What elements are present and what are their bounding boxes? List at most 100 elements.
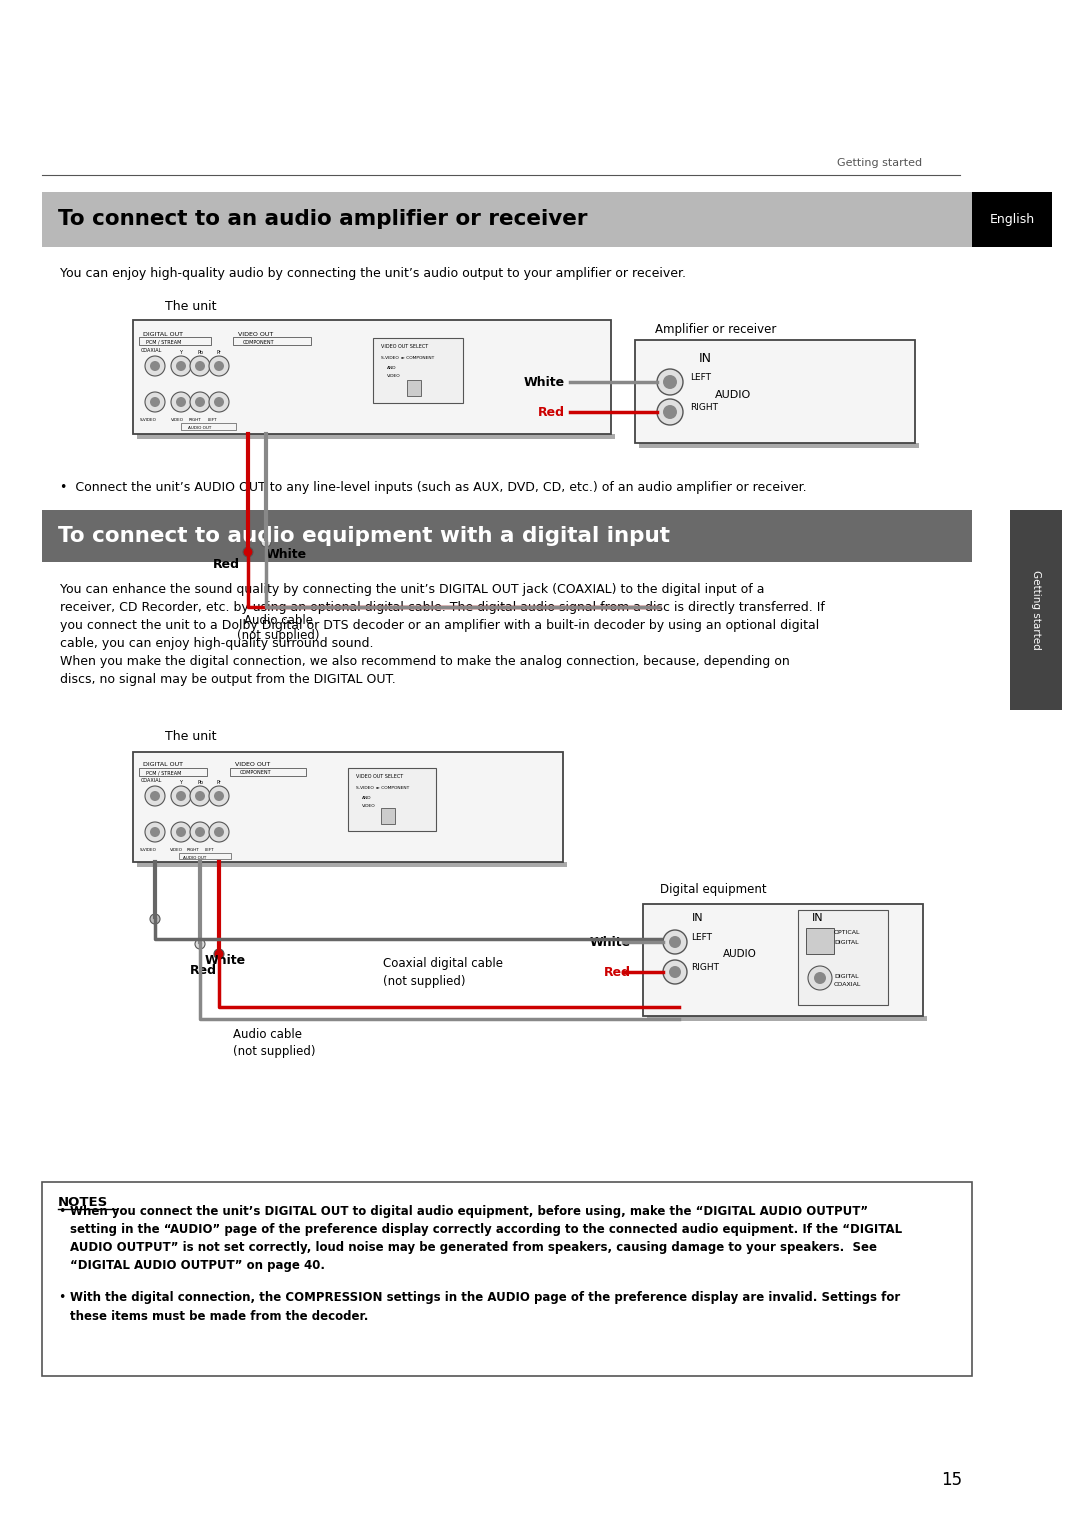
- Circle shape: [214, 949, 224, 960]
- Text: Audio cable: Audio cable: [243, 614, 312, 626]
- Circle shape: [190, 822, 210, 842]
- Text: Pb: Pb: [197, 350, 203, 356]
- Bar: [42, 193, 972, 248]
- Circle shape: [171, 785, 191, 805]
- Text: COAXIAL: COAXIAL: [141, 778, 162, 784]
- Text: AUDIO OUT: AUDIO OUT: [183, 856, 206, 860]
- Circle shape: [210, 785, 229, 805]
- Circle shape: [657, 368, 683, 396]
- Text: COMPONENT: COMPONENT: [243, 339, 274, 344]
- Text: DIGITAL: DIGITAL: [834, 940, 859, 944]
- Bar: [230, 769, 306, 776]
- Text: Amplifier or receiver: Amplifier or receiver: [654, 324, 777, 336]
- Text: AUDIO OUTPUT” is not set correctly, loud noise may be generated from speakers, c: AUDIO OUTPUT” is not set correctly, loud…: [70, 1241, 877, 1254]
- Circle shape: [210, 393, 229, 413]
- Circle shape: [261, 536, 271, 547]
- Text: LEFT: LEFT: [690, 373, 711, 382]
- Text: VIDEO: VIDEO: [387, 374, 401, 377]
- Text: “DIGITAL AUDIO OUTPUT” on page 40.: “DIGITAL AUDIO OUTPUT” on page 40.: [70, 1259, 325, 1273]
- Text: IN: IN: [692, 914, 704, 923]
- Text: (not supplied): (not supplied): [233, 1045, 315, 1057]
- Text: AND: AND: [387, 367, 396, 370]
- Text: The unit: The unit: [165, 729, 216, 743]
- Text: Audio cable: Audio cable: [233, 1028, 302, 1042]
- Circle shape: [145, 393, 165, 413]
- Text: DIGITAL OUT: DIGITAL OUT: [143, 761, 183, 767]
- Text: Getting started: Getting started: [837, 157, 922, 168]
- Bar: [133, 319, 611, 434]
- Text: (not supplied): (not supplied): [383, 975, 465, 987]
- Circle shape: [663, 405, 677, 419]
- Circle shape: [669, 937, 681, 947]
- Text: discs, no signal may be output from the DIGITAL OUT.: discs, no signal may be output from the …: [60, 674, 395, 686]
- Circle shape: [150, 792, 160, 801]
- Text: White: White: [266, 547, 307, 561]
- Text: AUDIO: AUDIO: [715, 390, 752, 400]
- Text: Y: Y: [179, 350, 183, 356]
- Circle shape: [214, 361, 224, 371]
- Text: Coaxial digital cable: Coaxial digital cable: [383, 958, 503, 970]
- Text: S-VIDEO: S-VIDEO: [140, 848, 157, 853]
- Circle shape: [814, 972, 826, 984]
- Circle shape: [171, 393, 191, 413]
- Text: DIGITAL OUT: DIGITAL OUT: [143, 332, 183, 336]
- Text: To connect to audio equipment with a digital input: To connect to audio equipment with a dig…: [58, 526, 670, 545]
- Text: VIDEO OUT SELECT: VIDEO OUT SELECT: [356, 773, 403, 778]
- Text: AUDIO OUT: AUDIO OUT: [188, 426, 212, 429]
- Bar: [133, 752, 563, 862]
- Text: VIDEO: VIDEO: [170, 848, 183, 853]
- Text: VIDEO OUT: VIDEO OUT: [238, 332, 273, 336]
- Circle shape: [150, 914, 160, 924]
- Text: PCM / STREAM: PCM / STREAM: [146, 770, 181, 776]
- Circle shape: [190, 785, 210, 805]
- Circle shape: [195, 397, 205, 406]
- Circle shape: [190, 393, 210, 413]
- Bar: [1010, 510, 1062, 711]
- Text: these items must be made from the decoder.: these items must be made from the decode…: [70, 1309, 368, 1323]
- Text: OPTICAL: OPTICAL: [834, 929, 861, 935]
- Text: DIGITAL: DIGITAL: [834, 973, 859, 978]
- Text: S-VIDEO  ► COMPONENT: S-VIDEO ► COMPONENT: [381, 356, 434, 361]
- Text: Y: Y: [179, 781, 183, 785]
- Text: VIDEO: VIDEO: [362, 804, 376, 808]
- Circle shape: [171, 356, 191, 376]
- Circle shape: [808, 966, 832, 990]
- Text: Red: Red: [604, 966, 631, 978]
- Bar: [137, 434, 615, 439]
- Circle shape: [171, 822, 191, 842]
- Text: When you make the digital connection, we also recommend to make the analog conne: When you make the digital connection, we…: [60, 656, 789, 669]
- Circle shape: [176, 827, 186, 837]
- Bar: [139, 338, 211, 345]
- Text: Pr: Pr: [217, 781, 221, 785]
- Text: RIGHT: RIGHT: [187, 848, 200, 853]
- Text: Red: Red: [213, 558, 240, 570]
- Text: LEFT: LEFT: [208, 419, 218, 422]
- Circle shape: [195, 792, 205, 801]
- Text: With the digital connection, the COMPRESSION settings in the AUDIO page of the p: With the digital connection, the COMPRES…: [70, 1291, 901, 1305]
- Text: LEFT: LEFT: [691, 934, 712, 943]
- Bar: [42, 1183, 972, 1377]
- Text: You can enjoy high-quality audio by connecting the unit’s audio output to your a: You can enjoy high-quality audio by conn…: [60, 267, 686, 281]
- Circle shape: [195, 361, 205, 371]
- Circle shape: [150, 397, 160, 406]
- Circle shape: [214, 397, 224, 406]
- Circle shape: [243, 547, 253, 558]
- Text: RIGHT: RIGHT: [691, 964, 719, 972]
- Text: White: White: [205, 953, 246, 967]
- Text: Red: Red: [538, 405, 565, 419]
- Text: You can enhance the sound quality by connecting the unit’s DIGITAL OUT jack (COA: You can enhance the sound quality by con…: [60, 584, 765, 596]
- Text: NOTES: NOTES: [58, 1195, 108, 1209]
- Circle shape: [176, 792, 186, 801]
- Circle shape: [669, 966, 681, 978]
- Text: VIDEO OUT: VIDEO OUT: [235, 761, 270, 767]
- Bar: [806, 927, 834, 953]
- Text: To connect to an audio amplifier or receiver: To connect to an audio amplifier or rece…: [58, 209, 588, 229]
- Circle shape: [663, 374, 677, 390]
- Text: 15: 15: [942, 1471, 962, 1488]
- Text: RIGHT: RIGHT: [690, 403, 718, 413]
- Circle shape: [663, 960, 687, 984]
- Circle shape: [145, 822, 165, 842]
- Bar: [647, 1016, 927, 1021]
- Text: •: •: [58, 1291, 66, 1305]
- Text: IN: IN: [812, 914, 824, 923]
